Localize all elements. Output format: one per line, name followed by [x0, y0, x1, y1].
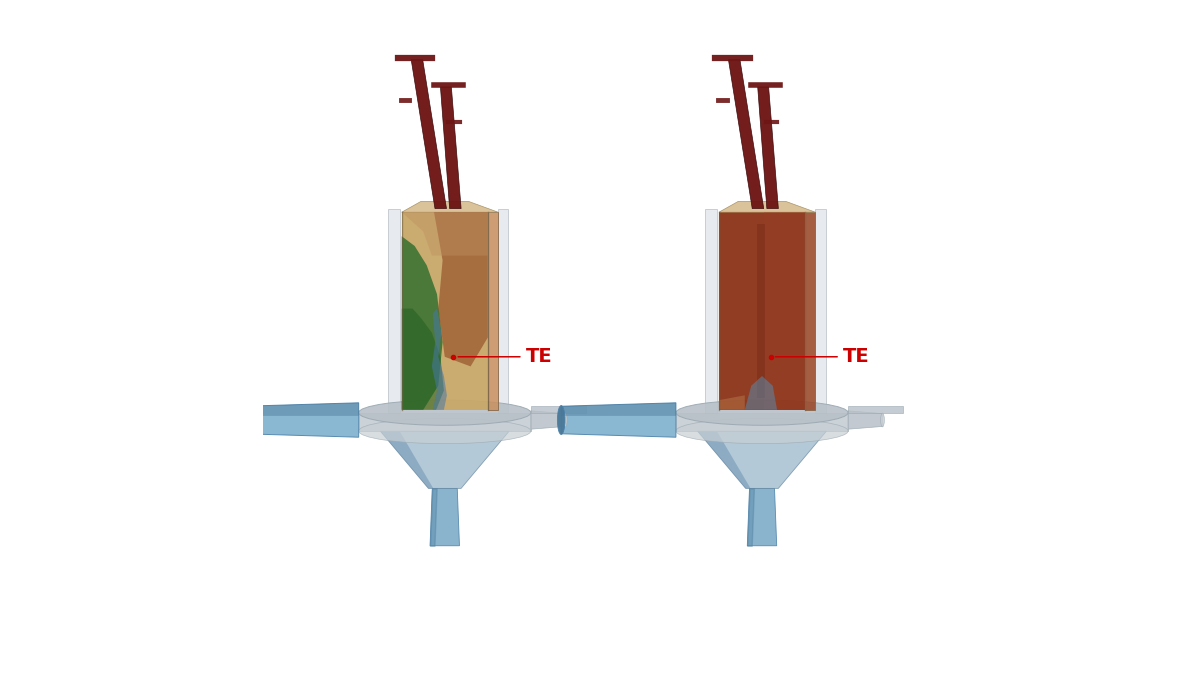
- Polygon shape: [530, 406, 586, 412]
- Text: TE: TE: [526, 347, 552, 367]
- Polygon shape: [402, 308, 444, 410]
- Ellipse shape: [881, 413, 884, 427]
- Polygon shape: [530, 411, 565, 429]
- Polygon shape: [380, 431, 433, 489]
- Polygon shape: [815, 209, 826, 412]
- Polygon shape: [412, 59, 446, 209]
- Polygon shape: [748, 489, 776, 546]
- Polygon shape: [706, 209, 716, 412]
- Polygon shape: [244, 403, 359, 416]
- Polygon shape: [719, 201, 815, 212]
- Polygon shape: [848, 411, 882, 429]
- Polygon shape: [562, 403, 676, 416]
- Polygon shape: [402, 212, 487, 410]
- Polygon shape: [697, 431, 827, 489]
- Polygon shape: [432, 308, 446, 410]
- Polygon shape: [434, 212, 487, 367]
- Polygon shape: [848, 406, 904, 412]
- Polygon shape: [487, 212, 498, 410]
- Polygon shape: [757, 87, 779, 209]
- Polygon shape: [719, 212, 805, 410]
- Polygon shape: [388, 209, 400, 412]
- Ellipse shape: [564, 413, 568, 427]
- Ellipse shape: [676, 418, 848, 443]
- Polygon shape: [498, 209, 509, 412]
- Polygon shape: [402, 212, 487, 256]
- Ellipse shape: [359, 418, 530, 443]
- Ellipse shape: [359, 400, 530, 425]
- Ellipse shape: [240, 406, 247, 435]
- Polygon shape: [757, 224, 766, 398]
- Polygon shape: [402, 201, 498, 212]
- Polygon shape: [440, 87, 461, 209]
- Polygon shape: [745, 376, 778, 410]
- Polygon shape: [805, 212, 815, 410]
- Polygon shape: [719, 396, 745, 410]
- Polygon shape: [728, 59, 763, 209]
- Polygon shape: [562, 403, 676, 437]
- Polygon shape: [359, 412, 530, 431]
- Polygon shape: [380, 431, 509, 489]
- Polygon shape: [764, 212, 805, 410]
- Text: TE: TE: [842, 347, 870, 367]
- Ellipse shape: [676, 400, 848, 425]
- Ellipse shape: [558, 406, 565, 435]
- Polygon shape: [244, 403, 359, 437]
- Polygon shape: [676, 412, 848, 431]
- Polygon shape: [697, 431, 750, 489]
- Polygon shape: [402, 236, 443, 410]
- Polygon shape: [430, 489, 460, 546]
